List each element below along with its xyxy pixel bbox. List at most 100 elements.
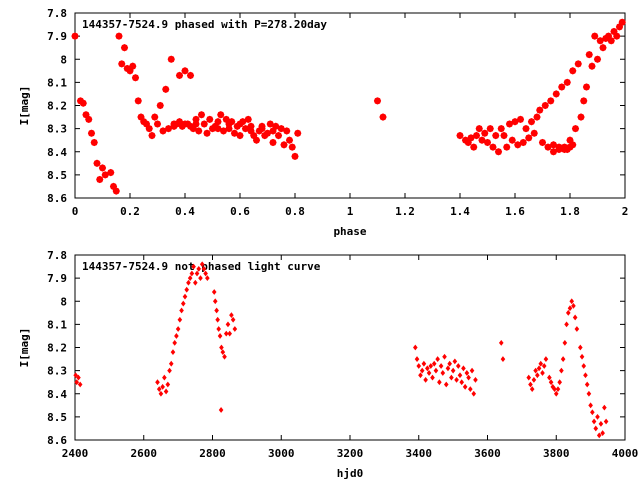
data-point (607, 37, 615, 45)
bottom-plot-frame (74, 254, 626, 441)
data-point (533, 367, 538, 374)
data-point (206, 115, 214, 124)
bottom-x-tick-label: 3600 (474, 447, 501, 460)
data-point (483, 138, 492, 147)
data-point (437, 379, 442, 386)
top-y-axis-label: I[mag] (18, 86, 31, 126)
bottom-y-tick-label: 8.1 (47, 318, 67, 331)
top-x-tick-label: 0.2 (120, 205, 140, 218)
data-point (266, 120, 274, 128)
data-point (538, 138, 547, 147)
data-point (519, 138, 527, 147)
data-point (497, 124, 505, 133)
data-point (236, 120, 244, 128)
data-point (217, 111, 225, 119)
data-point (215, 316, 220, 323)
data-point (118, 60, 126, 68)
bottom-x-tick-label: 3200 (337, 447, 364, 460)
data-point (145, 124, 153, 133)
data-point (263, 129, 272, 137)
top-y-tick-label: 8.5 (47, 169, 67, 182)
data-point (187, 275, 193, 282)
data-point (457, 372, 463, 379)
data-point (459, 379, 465, 386)
data-point (555, 386, 561, 393)
data-point (560, 356, 566, 362)
bottom-x-tick-label: 2400 (62, 447, 89, 460)
data-point (98, 164, 107, 172)
top-y-tick-label: 8 (60, 53, 67, 66)
data-point (500, 131, 508, 140)
data-point (156, 101, 164, 110)
data-point (557, 379, 562, 386)
data-point (547, 97, 555, 105)
data-point (466, 374, 471, 381)
data-point (529, 386, 535, 393)
data-point (528, 381, 533, 388)
data-point (613, 32, 621, 40)
data-point (197, 111, 206, 119)
data-point (461, 365, 466, 372)
data-point (585, 50, 593, 59)
data-point (162, 374, 167, 381)
bottom-y-tick-label: 8.4 (47, 388, 67, 401)
data-point (425, 365, 430, 372)
data-point (588, 402, 593, 409)
top-x-tick-label: 1.8 (560, 205, 580, 218)
data-point (428, 363, 434, 369)
data-point (555, 145, 563, 154)
bottom-y-axis-label: I[mag] (18, 328, 31, 368)
data-point (232, 326, 238, 332)
data-point (577, 113, 585, 121)
data-point (179, 307, 184, 314)
data-point (552, 386, 557, 393)
data-point (543, 356, 549, 362)
data-point (508, 136, 516, 144)
data-point (469, 367, 475, 374)
data-point (578, 344, 583, 351)
data-point (200, 120, 208, 128)
data-point (241, 124, 250, 133)
data-point (558, 83, 566, 91)
data-point (470, 143, 478, 151)
data-point (588, 62, 596, 70)
top-x-tick-label: 0.4 (175, 205, 195, 218)
data-point (584, 381, 590, 388)
data-point (571, 124, 580, 133)
data-point (467, 134, 475, 142)
data-point (379, 113, 387, 121)
top-x-tick-label: 0 (72, 205, 79, 218)
data-point (158, 390, 164, 397)
data-point (175, 118, 184, 126)
data-point (536, 106, 544, 114)
data-point (563, 78, 571, 87)
data-point (283, 127, 291, 135)
data-point (252, 136, 261, 144)
data-point (163, 388, 169, 395)
data-point (175, 326, 181, 332)
data-point (223, 330, 229, 337)
data-point (574, 326, 580, 332)
data-point (153, 120, 162, 128)
data-point (184, 286, 190, 293)
top-x-tick-label: 1.6 (505, 205, 525, 218)
data-point (514, 141, 522, 149)
data-point (120, 44, 129, 52)
data-point (168, 360, 174, 367)
data-point (180, 300, 186, 307)
data-point (544, 143, 552, 151)
bottom-chart-title: 144357-7524.9 not phased light curve (82, 260, 321, 273)
data-point (167, 55, 175, 63)
data-point (548, 379, 554, 386)
data-point (600, 430, 605, 436)
bottom-chart: 2400 2600 2800 3000 3200 3400 3600 3800 4000 7.8 7… (18, 249, 638, 480)
data-point (418, 372, 423, 379)
data-point (236, 131, 244, 140)
data-point (219, 344, 224, 351)
data-point (156, 386, 162, 393)
data-point (603, 418, 609, 425)
data-point (445, 365, 451, 372)
top-x-tick-label: 2 (622, 205, 629, 218)
data-point (203, 129, 211, 137)
top-y-tick-label: 8.6 (47, 192, 67, 205)
